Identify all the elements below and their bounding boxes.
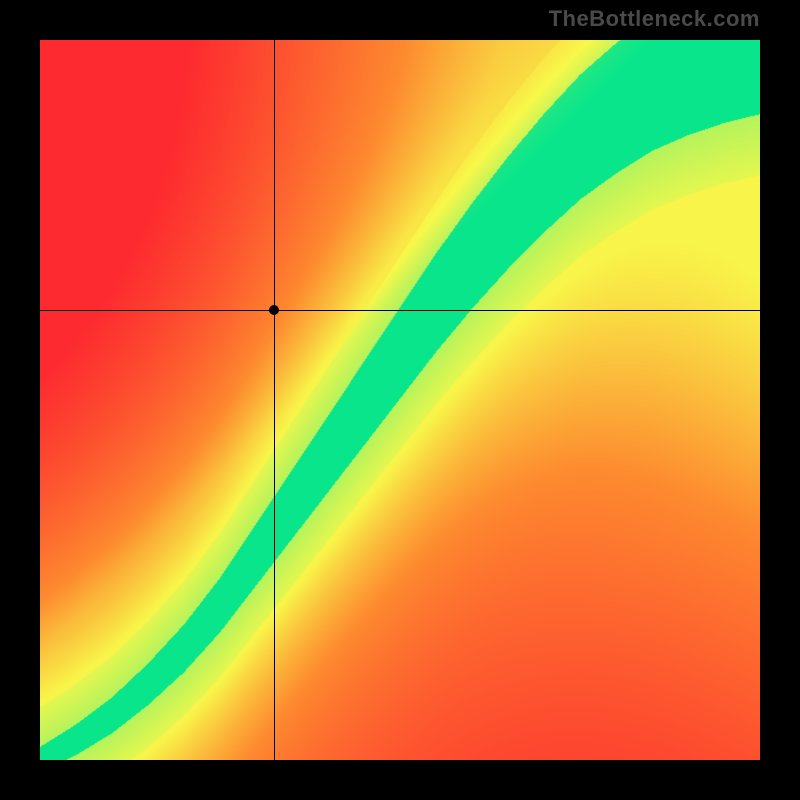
crosshair-vertical	[274, 40, 275, 760]
crosshair-horizontal	[40, 310, 760, 311]
heatmap-canvas	[40, 40, 760, 760]
crosshair-marker	[269, 305, 279, 315]
chart-container: TheBottleneck.com	[0, 0, 800, 800]
watermark-text: TheBottleneck.com	[549, 6, 760, 32]
plot-area	[40, 40, 760, 760]
